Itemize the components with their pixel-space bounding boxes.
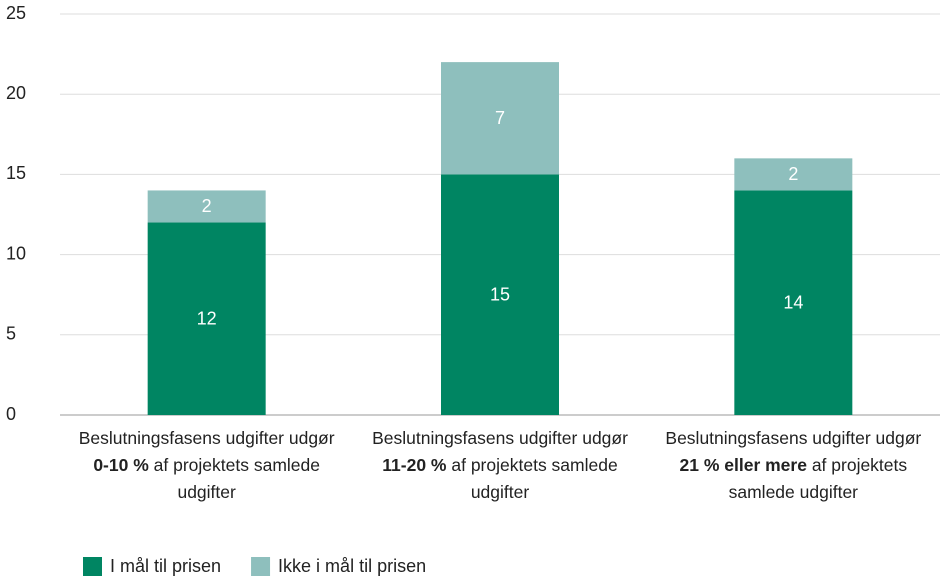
bar-segment [441, 174, 559, 415]
x-tick-label-part: Beslutningsfasens udgifter udgør [372, 428, 628, 448]
data-label: 7 [495, 108, 505, 128]
x-tick-label-part: 11-20 % [382, 455, 447, 475]
y-tick-label: 15 [6, 163, 26, 183]
y-tick-label: 25 [6, 3, 26, 23]
x-tick-label: Beslutningsfasens udgifter udgør 0-10 % … [72, 425, 342, 506]
data-label: 15 [490, 284, 510, 304]
bar-segment [147, 222, 266, 415]
y-tick-label: 5 [6, 324, 16, 344]
bar-segment [147, 190, 266, 223]
y-tick-label: 0 [6, 404, 16, 424]
legend-label: I mål til prisen [110, 556, 221, 576]
bar-segment [734, 158, 853, 191]
data-label: 14 [783, 292, 803, 312]
legend-label: Ikke i mål til prisen [278, 556, 426, 576]
y-tick-label: 10 [6, 243, 26, 263]
x-tick-label-part: af projektets samlede udgifter [728, 455, 908, 502]
x-tick-label-part: Beslutningsfasens udgifter udgør [665, 428, 922, 448]
data-label: 2 [202, 196, 212, 216]
legend-swatch [251, 557, 271, 576]
x-tick-label: Beslutningsfasens udgifter udgør 21 % el… [658, 425, 928, 506]
data-label: 2 [788, 164, 798, 184]
x-tick-label-part: Beslutningsfasens udgifter udgør [78, 428, 335, 448]
x-tick-label: Beslutningsfasens udgifter udgør 11-20 %… [365, 425, 635, 506]
legend-swatch [83, 557, 102, 576]
x-tick-label-part: af projektets samlede udgifter [446, 455, 618, 502]
data-label: 12 [197, 309, 217, 329]
bar-segment [734, 190, 853, 415]
x-tick-label-part: 0-10 % [93, 455, 149, 475]
bar-segment [441, 62, 559, 175]
x-tick-label-part: af projektets samlede udgifter [148, 455, 320, 502]
x-tick-label-part: 21 % eller mere [679, 455, 807, 475]
y-tick-label: 20 [6, 83, 26, 103]
